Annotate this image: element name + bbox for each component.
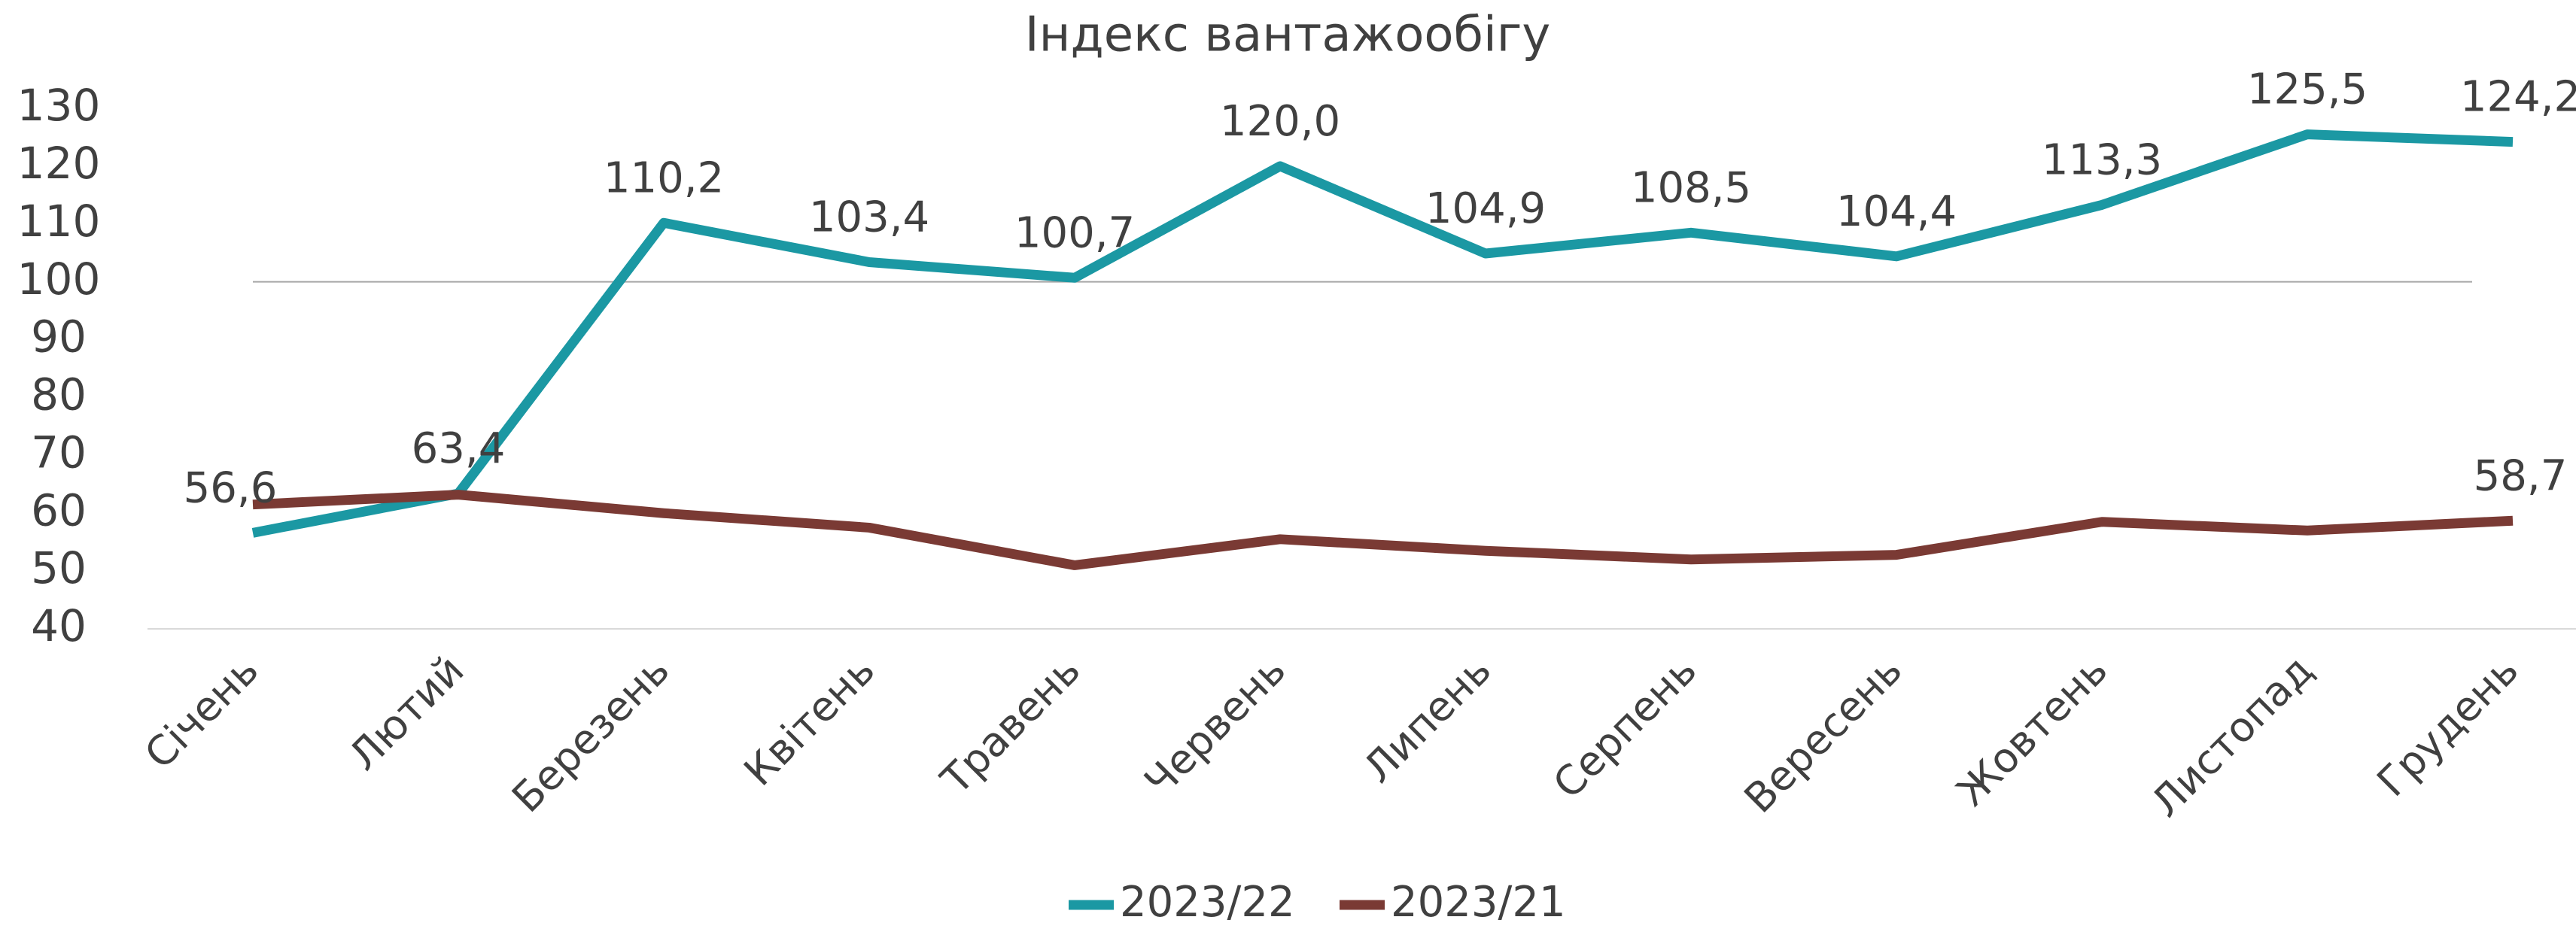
y-tick-label: 60 [31, 484, 87, 536]
x-tick-label: Грудень [2368, 646, 2528, 806]
data-label: 100,7 [1014, 208, 1135, 257]
x-tick-label: Лютий [339, 646, 473, 779]
data-label: 103,4 [809, 193, 929, 242]
data-label: 120,0 [1220, 97, 1340, 146]
x-tick-label: Травень [932, 646, 1090, 804]
data-label: 63,4 [412, 424, 506, 473]
x-tick-label: Липень [1355, 646, 1501, 792]
x-tick-label: Червень [1136, 646, 1295, 806]
legend-label: 2023/21 [1391, 878, 1566, 927]
legend-label: 2023/22 [1120, 878, 1295, 927]
data-label: 110,2 [604, 153, 724, 202]
series-line [252, 490, 2514, 570]
data-label: 124,2 [2460, 73, 2576, 122]
data-label: 104,4 [1836, 187, 1957, 236]
data-label: 113,3 [2042, 136, 2162, 185]
x-tick-label: Вересень [1735, 646, 1911, 822]
x-tick-label: Серпень [1544, 646, 1706, 808]
y-tick-label: 100 [17, 254, 101, 305]
series-line [251, 129, 2514, 538]
data-label: 125,5 [2247, 65, 2368, 114]
data-label: 56,6 [184, 464, 278, 513]
data-label: 108,5 [1631, 163, 1751, 212]
x-tick-label: Жовтень [1948, 646, 2117, 815]
y-tick-label: 110 [17, 196, 101, 247]
chart-title: Індекс вантажообігу [1025, 8, 1551, 63]
data-label: 58,7 [2474, 451, 2568, 500]
y-tick-label: 70 [31, 427, 87, 478]
y-tick-label: 130 [17, 80, 101, 131]
y-tick-label: 40 [31, 600, 87, 651]
y-tick-label: 80 [31, 369, 87, 420]
x-tick-label: Квітень [735, 646, 884, 795]
x-tick-label: Березень [503, 646, 678, 821]
x-tick-label: Січень [135, 646, 267, 778]
data-label: 104,9 [1425, 184, 1546, 233]
y-tick-label: 50 [31, 542, 87, 594]
y-tick-label: 90 [31, 311, 87, 363]
x-tick-label: Листопад [2142, 646, 2322, 826]
y-tick-label: 120 [17, 138, 101, 189]
